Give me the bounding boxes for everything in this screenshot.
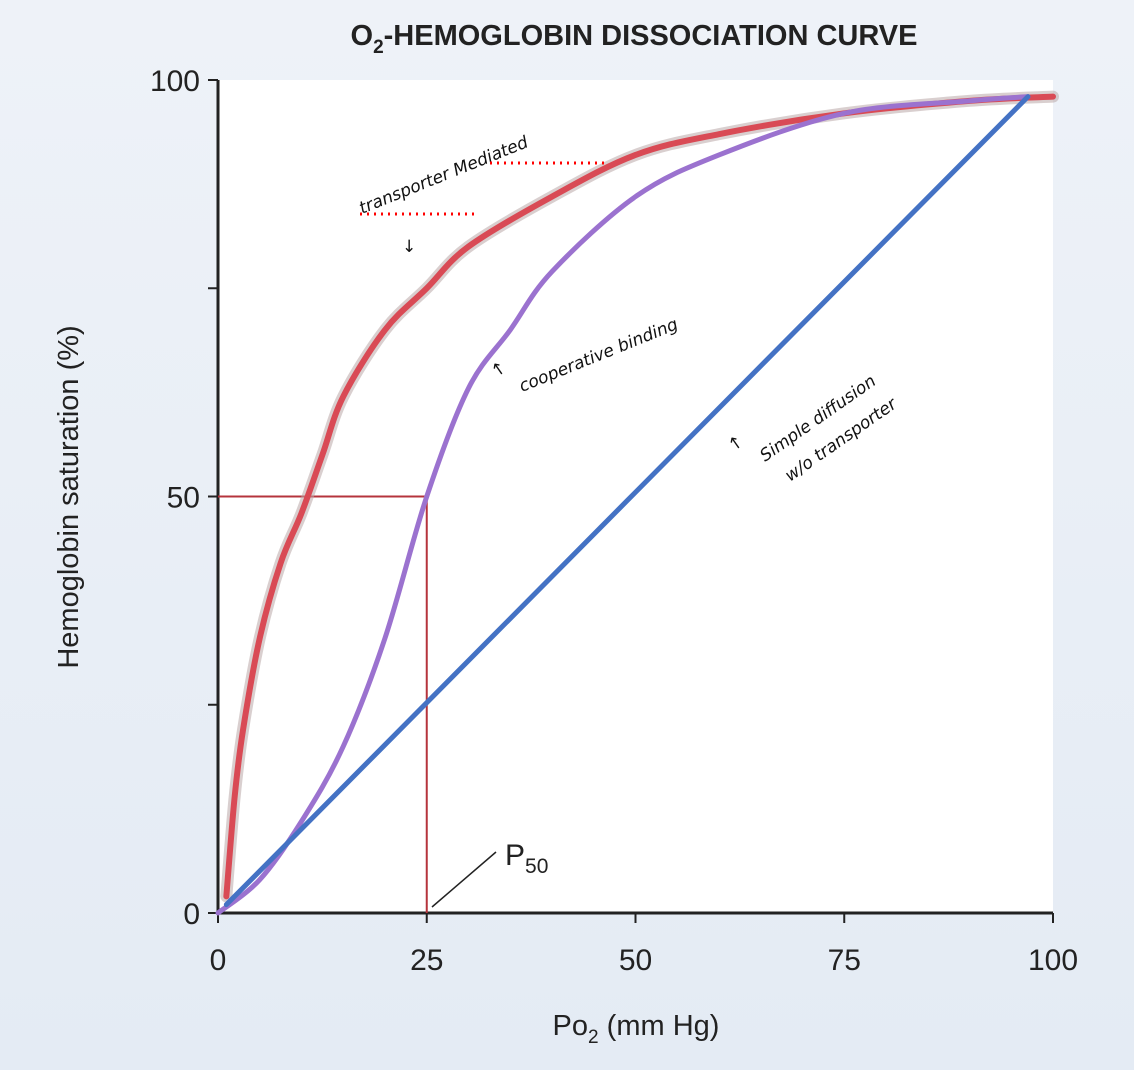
- p50-leader-line: [431, 851, 497, 908]
- y-axis-label: Hemoglobin saturation (%): [53, 325, 85, 668]
- arrow-down-icon: ↓: [402, 237, 416, 257]
- transporter-mediated-curve: [223, 93, 1056, 900]
- x-tick-label: 0: [210, 944, 227, 977]
- x-tick-label: 25: [410, 944, 443, 977]
- p50-label: P50: [505, 839, 548, 878]
- cooperative-binding-curve: [215, 94, 1031, 916]
- x-axis-label: Po2 (mm Hg): [553, 1010, 720, 1048]
- y-tick-label: 0: [183, 898, 200, 931]
- x-tick-label: 100: [1028, 944, 1078, 977]
- chart-title: O2-HEMOGLOBIN DISSOCIATION CURVE: [351, 20, 918, 58]
- y-tick-label: 50: [167, 482, 200, 515]
- x-tick-label: 50: [619, 944, 652, 977]
- axes: 0 25 50 75 100 0 50 100: [150, 65, 1078, 977]
- series-group: [215, 90, 1059, 916]
- y-tick-label: 100: [150, 65, 200, 98]
- x-tick-label: 75: [828, 944, 861, 977]
- simple-diffusion-line: [223, 94, 1031, 908]
